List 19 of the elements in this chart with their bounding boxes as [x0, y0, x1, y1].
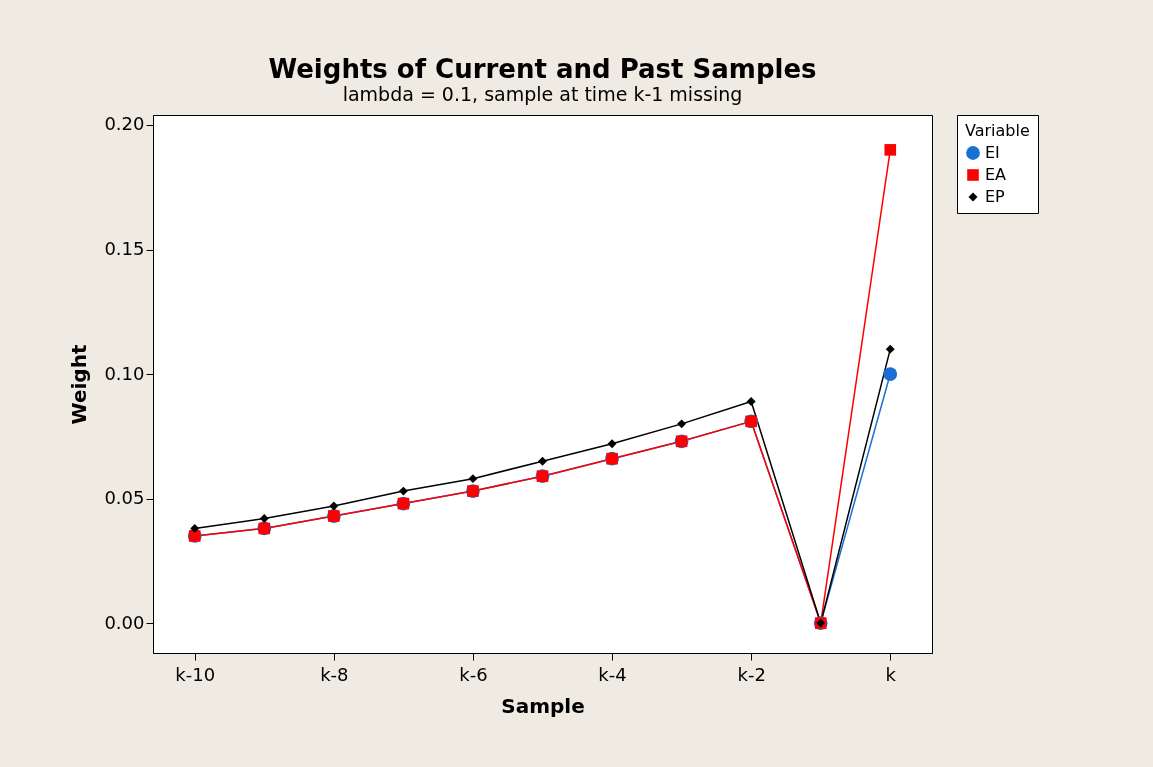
- y-tick-label: 0.00: [104, 611, 145, 633]
- legend-label: EI: [985, 143, 1000, 162]
- y-tick-label: 0.15: [104, 238, 145, 259]
- y-axis-title: Weight: [67, 344, 92, 425]
- legend-title: Variable: [965, 121, 1030, 140]
- x-tick-label: k-10: [175, 663, 216, 685]
- x-tick-label: k-4: [598, 663, 627, 685]
- x-tick-label: k: [885, 663, 897, 685]
- x-axis-title: Sample: [501, 693, 585, 718]
- x-tick-label: k-6: [459, 663, 488, 685]
- x-tick-label: k-2: [737, 663, 766, 685]
- legend-label: EP: [985, 187, 1006, 206]
- legend-label: EA: [985, 165, 1007, 184]
- y-tick-label: 0.05: [104, 487, 145, 509]
- x-tick-label: k-8: [320, 663, 349, 685]
- y-tick-label: 0.20: [104, 113, 145, 135]
- chart-title: Weights of Current and Past Samples: [268, 53, 817, 84]
- y-tick-label: 0.10: [104, 362, 145, 384]
- chart-subtitle: lambda = 0.1, sample at time k-1 missing: [342, 82, 743, 105]
